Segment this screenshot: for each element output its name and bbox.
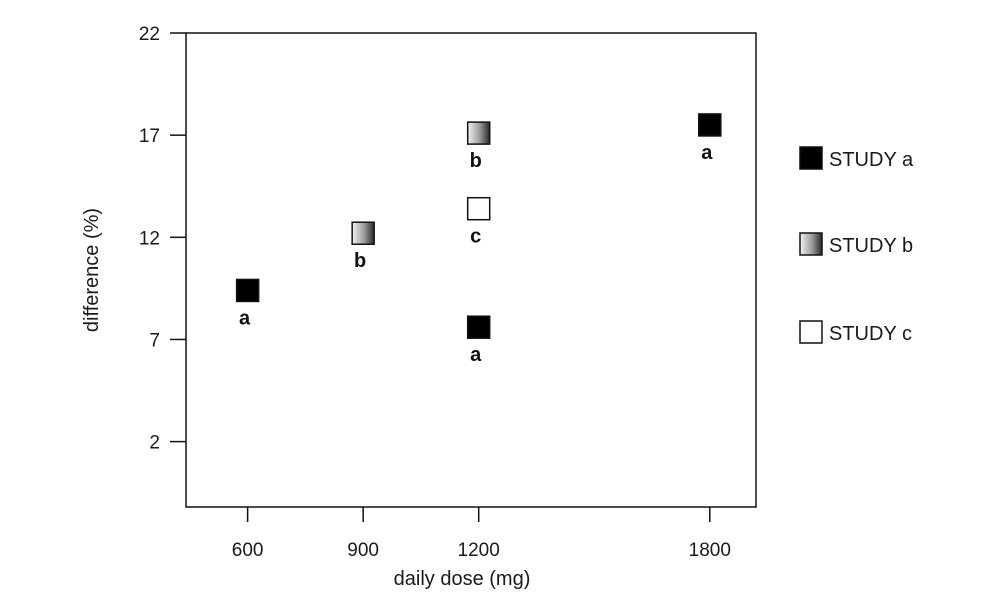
- data-point-label: c: [470, 226, 481, 248]
- x-axis-ticks: 600 900 1200 1800: [232, 507, 731, 561]
- x-axis-title: daily dose (mg): [394, 568, 531, 590]
- y-tick-label: 7: [149, 330, 160, 351]
- data-point-marker: [466, 315, 491, 339]
- legend-swatch: [799, 232, 823, 256]
- y-tick-label: 22: [139, 24, 160, 45]
- legend-entry-label: STUDY c: [829, 323, 912, 345]
- y-tick-label: 12: [139, 228, 160, 249]
- data-point-marker: [466, 121, 491, 145]
- data-points: a a a b b c: [235, 113, 722, 366]
- plot-area: [185, 32, 757, 508]
- x-tick-label: 1200: [458, 540, 500, 561]
- data-point-label: b: [354, 250, 366, 272]
- legend: STUDY a STUDY b STUDY c: [799, 146, 914, 345]
- x-tick-label: 900: [347, 540, 379, 561]
- data-point-label: b: [470, 150, 482, 172]
- legend-swatch: [799, 320, 823, 344]
- data-point-label: a: [701, 142, 713, 164]
- data-point-marker: [466, 196, 491, 221]
- legend-entry-label: STUDY b: [829, 235, 913, 257]
- data-point-marker: [698, 113, 722, 137]
- y-axis-ticks: 2 7 12 17 22: [139, 24, 186, 454]
- legend-entry-label: STUDY a: [829, 149, 914, 171]
- y-tick-label: 2: [149, 433, 160, 454]
- legend-swatch: [799, 146, 823, 170]
- y-axis-title: difference (%): [81, 208, 103, 332]
- data-point-label: a: [470, 344, 482, 366]
- data-point-marker: [235, 278, 260, 303]
- y-tick-label: 17: [139, 126, 160, 147]
- data-point-label: a: [239, 307, 251, 329]
- x-tick-label: 1800: [689, 540, 731, 561]
- x-tick-label: 600: [232, 540, 264, 561]
- data-point-marker: [351, 221, 375, 245]
